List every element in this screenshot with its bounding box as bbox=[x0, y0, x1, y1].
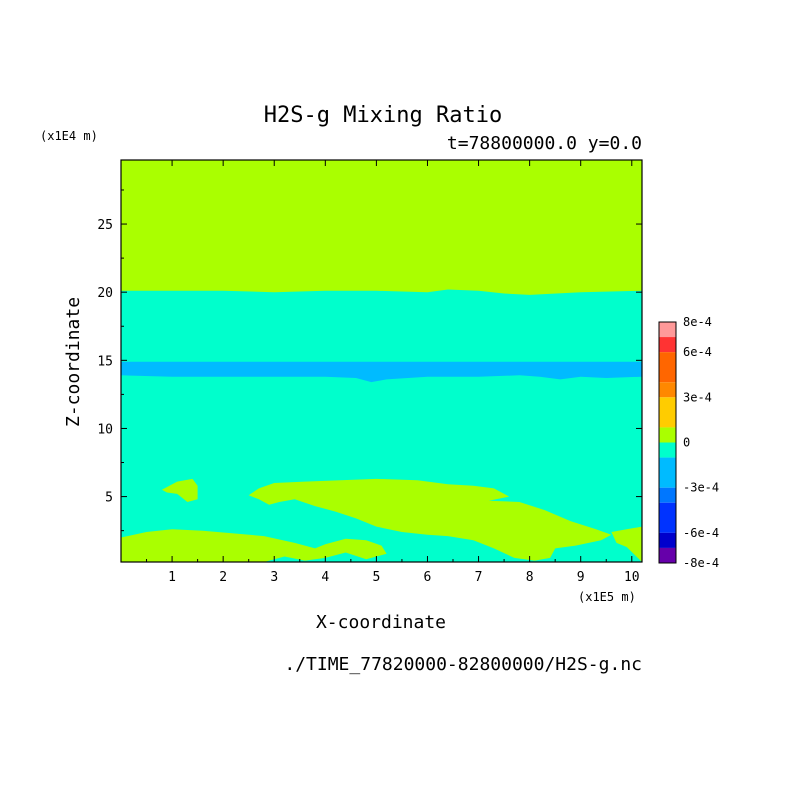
colorbar-bin bbox=[659, 382, 676, 398]
colorbar-bin bbox=[659, 457, 676, 488]
colorbar-bin bbox=[659, 487, 676, 503]
right-edge-positive-patch bbox=[611, 526, 642, 562]
upper-positive-layer bbox=[121, 160, 642, 295]
colorbar-label: -3e-4 bbox=[683, 481, 719, 495]
small-left-positive-patch bbox=[161, 478, 198, 502]
x-tick-label: 7 bbox=[475, 570, 483, 585]
x-axis-label: X-coordinate bbox=[316, 612, 446, 633]
colorbar-label: -8e-4 bbox=[683, 556, 719, 570]
colorbar-bin bbox=[659, 547, 676, 563]
x-tick-label: 1 bbox=[168, 570, 176, 585]
colorbar-label: -6e-4 bbox=[683, 526, 719, 540]
y-tick-label: 15 bbox=[97, 354, 113, 369]
colorbar-bin bbox=[659, 427, 676, 443]
x-tick-label: 2 bbox=[219, 570, 227, 585]
left-bottom-positive-patch bbox=[121, 529, 387, 562]
chart-title: H2S-g Mixing Ratio bbox=[264, 103, 502, 128]
colorbar-label: 8e-4 bbox=[683, 315, 712, 329]
x-tick-label: 6 bbox=[424, 570, 432, 585]
x-tick-label: 5 bbox=[372, 570, 380, 585]
colorbar-label: 6e-4 bbox=[683, 345, 712, 359]
x-tick-label: 4 bbox=[321, 570, 329, 585]
colorbar-bin bbox=[659, 532, 676, 548]
y-axis-label: Z-coordinate bbox=[63, 297, 84, 427]
x-axis-unit: (x1E5 m) bbox=[578, 590, 636, 604]
chart-subtitle: t=78800000.0 y=0.0 bbox=[447, 133, 642, 154]
source-file-label: ./TIME_77820000-82800000/H2S-g.nc bbox=[284, 654, 642, 675]
y-tick-label: 25 bbox=[97, 218, 113, 233]
colorbar-label: 3e-4 bbox=[683, 390, 712, 404]
colorbar-bin bbox=[659, 442, 676, 458]
central-positive-plume bbox=[248, 478, 612, 561]
colorbar-frame bbox=[658, 321, 677, 564]
x-tick-label: 8 bbox=[526, 570, 534, 585]
colorbar: 8e-4 6e-4 3e-4 0 -3e-4 -6e-4 -8e-4 bbox=[658, 315, 719, 570]
x-tick-label: 10 bbox=[624, 570, 640, 585]
x-tick-label: 9 bbox=[577, 570, 585, 585]
mid-negative-band bbox=[121, 361, 642, 383]
colorbar-bin bbox=[659, 337, 676, 353]
colorbar-bin bbox=[659, 397, 676, 428]
y-tick-label: 20 bbox=[97, 286, 113, 301]
colorbar-bin bbox=[659, 502, 676, 533]
colorbar-bin bbox=[659, 352, 676, 383]
colorbar-label: 0 bbox=[683, 436, 690, 450]
y-tick-label: 10 bbox=[97, 422, 113, 437]
colorbar-bin bbox=[659, 322, 676, 338]
y-tick-label: 5 bbox=[105, 491, 113, 506]
plot-frame bbox=[120, 159, 643, 563]
y-axis-unit: (x1E4 m) bbox=[40, 129, 98, 143]
x-tick-label: 3 bbox=[270, 570, 278, 585]
